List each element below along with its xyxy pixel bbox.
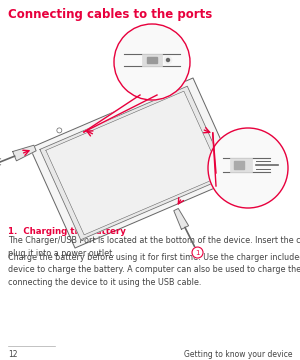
Polygon shape	[213, 133, 216, 186]
Polygon shape	[30, 78, 238, 248]
Circle shape	[208, 128, 288, 208]
Bar	[234, 161, 244, 169]
Polygon shape	[13, 145, 36, 161]
Text: Getting to know your device: Getting to know your device	[184, 350, 292, 359]
Polygon shape	[174, 208, 189, 229]
Text: The Charger/USB Port is located at the bottom of the device. Insert the charger : The Charger/USB Port is located at the b…	[8, 236, 300, 257]
Circle shape	[114, 24, 190, 100]
Text: 1.  Charging the battery: 1. Charging the battery	[8, 227, 126, 236]
Text: Connecting cables to the ports: Connecting cables to the ports	[8, 8, 212, 21]
Text: 1: 1	[195, 249, 200, 256]
Polygon shape	[84, 95, 157, 132]
Bar	[147, 57, 157, 63]
Text: Charge the battery before using it for first time. Use the charger included with: Charge the battery before using it for f…	[8, 253, 300, 287]
Circle shape	[167, 58, 170, 62]
Circle shape	[192, 247, 203, 258]
Bar	[230, 158, 252, 172]
Bar	[142, 54, 162, 66]
Polygon shape	[40, 86, 228, 240]
Polygon shape	[46, 91, 222, 235]
Circle shape	[164, 56, 172, 64]
Text: 12: 12	[8, 350, 17, 359]
